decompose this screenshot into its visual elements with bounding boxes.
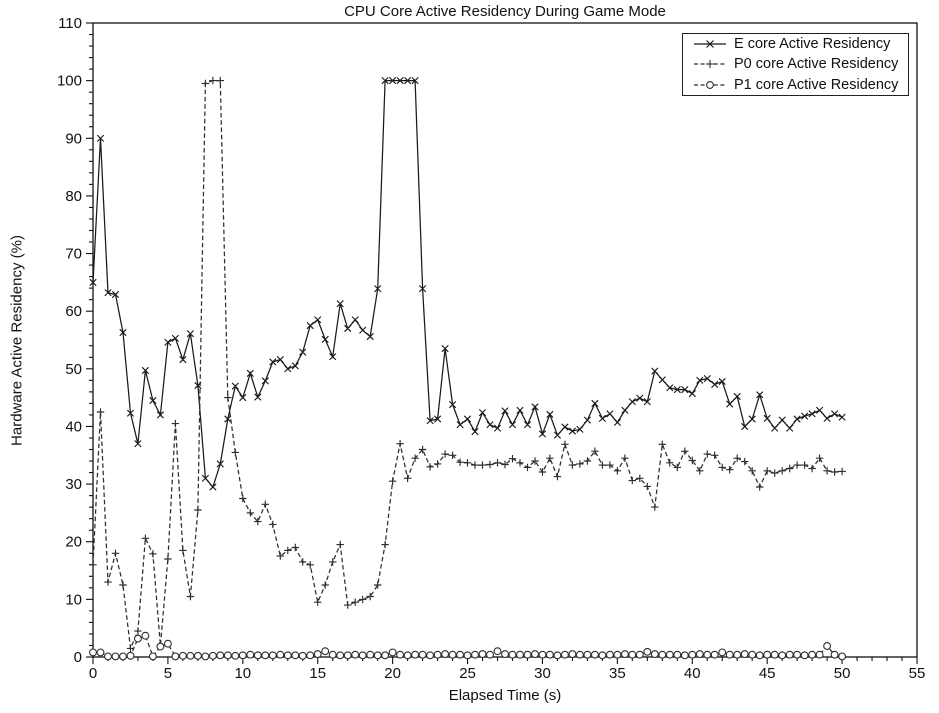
- y-tick-label: 10: [65, 591, 82, 608]
- e-core-line-sample-icon: [694, 40, 726, 49]
- x-tick-label: 50: [834, 665, 851, 682]
- legend: E core Active Residency P0 core Active R…: [682, 33, 909, 96]
- x-tick-label: 55: [909, 665, 926, 682]
- series-e-core: [89, 76, 846, 491]
- legend-item-p1-core: P1 core Active Residency: [692, 75, 908, 95]
- x-tick-label: 35: [609, 665, 626, 682]
- x-tick-label: 15: [309, 665, 326, 682]
- y-tick-label: 40: [65, 418, 82, 435]
- legend-label-e-core: E core Active Residency: [734, 35, 891, 52]
- chart-title: CPU Core Active Residency During Game Mo…: [344, 3, 666, 20]
- x-tick-label: 40: [684, 665, 701, 682]
- p1-core-markers: [89, 631, 847, 661]
- p1-core-line-sample-icon: [694, 80, 726, 89]
- x-tick-label: 45: [759, 665, 776, 682]
- y-tick-label: 80: [65, 188, 82, 205]
- p0-core-line-sample-icon: [694, 60, 726, 69]
- y-tick-label: 100: [57, 73, 82, 90]
- y-tick-label: 60: [65, 303, 82, 320]
- x-tick-label: 0: [89, 665, 97, 682]
- y-tick-label: 90: [65, 130, 82, 147]
- y-axis-label: Hardware Active Residency (%): [8, 235, 26, 446]
- axis-tick-labels: 0 5 10 15 20 25 30 35 40 45 50 55 0 10 20 30 40 50 60 70 80 9…: [57, 15, 925, 682]
- x-axis-label: Elapsed Time (s): [448, 687, 562, 704]
- series-p0-core: [89, 76, 846, 653]
- p0-core-markers: [89, 76, 846, 653]
- x-tick-label: 25: [459, 665, 476, 682]
- x-tick-label: 5: [164, 665, 172, 682]
- legend-item-p0-core: P0 core Active Residency: [692, 54, 908, 74]
- y-tick-label: 70: [65, 246, 82, 263]
- y-tick-label: 0: [74, 649, 82, 666]
- x-tick-label: 10: [234, 665, 251, 682]
- legend-item-e-core: E core Active Residency: [692, 34, 908, 54]
- x-tick-label: 20: [384, 665, 401, 682]
- legend-label-p1-core: P1 core Active Residency: [734, 76, 899, 93]
- y-tick-label: 50: [65, 361, 82, 378]
- legend-label-p0-core: P0 core Active Residency: [734, 56, 899, 73]
- x-tick-label: 30: [534, 665, 551, 682]
- series-p1-core: [89, 631, 847, 661]
- y-tick-label: 30: [65, 476, 82, 493]
- plot-frame: [92, 22, 918, 658]
- e-core-markers: [89, 76, 846, 491]
- y-tick-label: 110: [58, 15, 82, 32]
- y-tick-label: 20: [65, 534, 82, 551]
